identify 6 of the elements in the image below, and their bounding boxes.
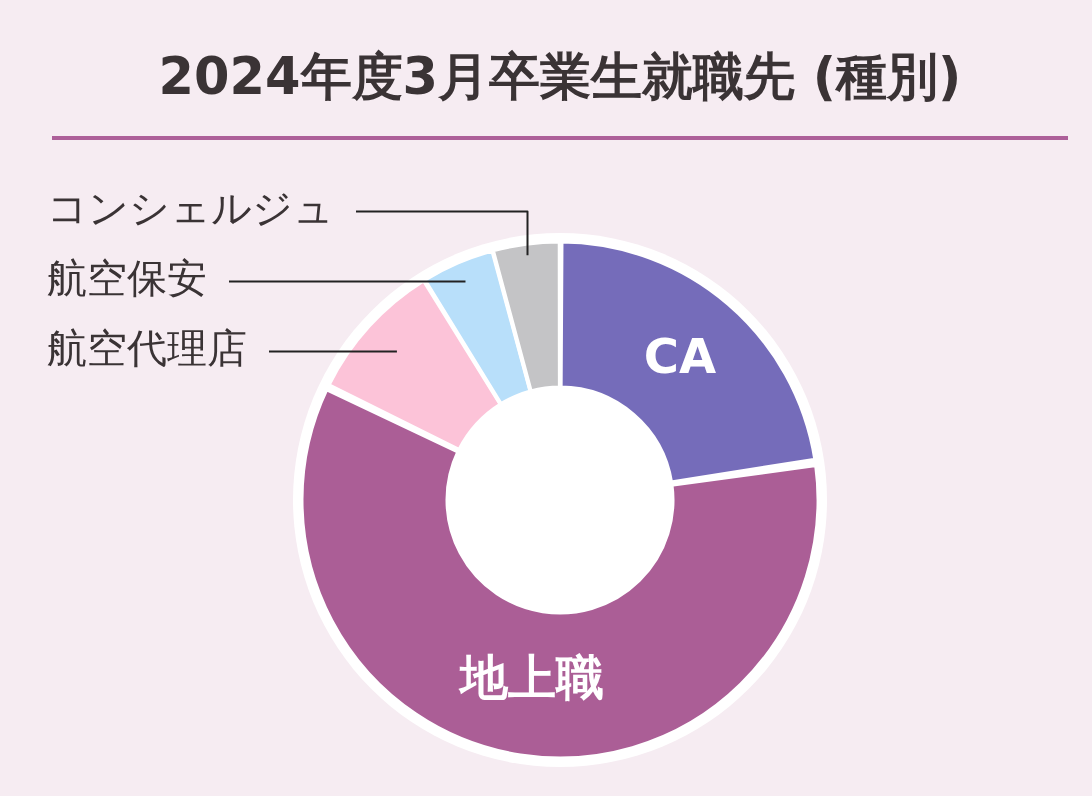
slice-label: CA [643, 327, 717, 384]
slice-label: コンシェルジュ [47, 184, 334, 231]
slice-label: 航空保安 [47, 254, 207, 301]
slice-label: 航空代理店 [47, 324, 247, 371]
slice-label: 地上職 [457, 649, 604, 706]
chart-title: 2024年度3月卒業生就職先 (種別) [157, 46, 963, 108]
